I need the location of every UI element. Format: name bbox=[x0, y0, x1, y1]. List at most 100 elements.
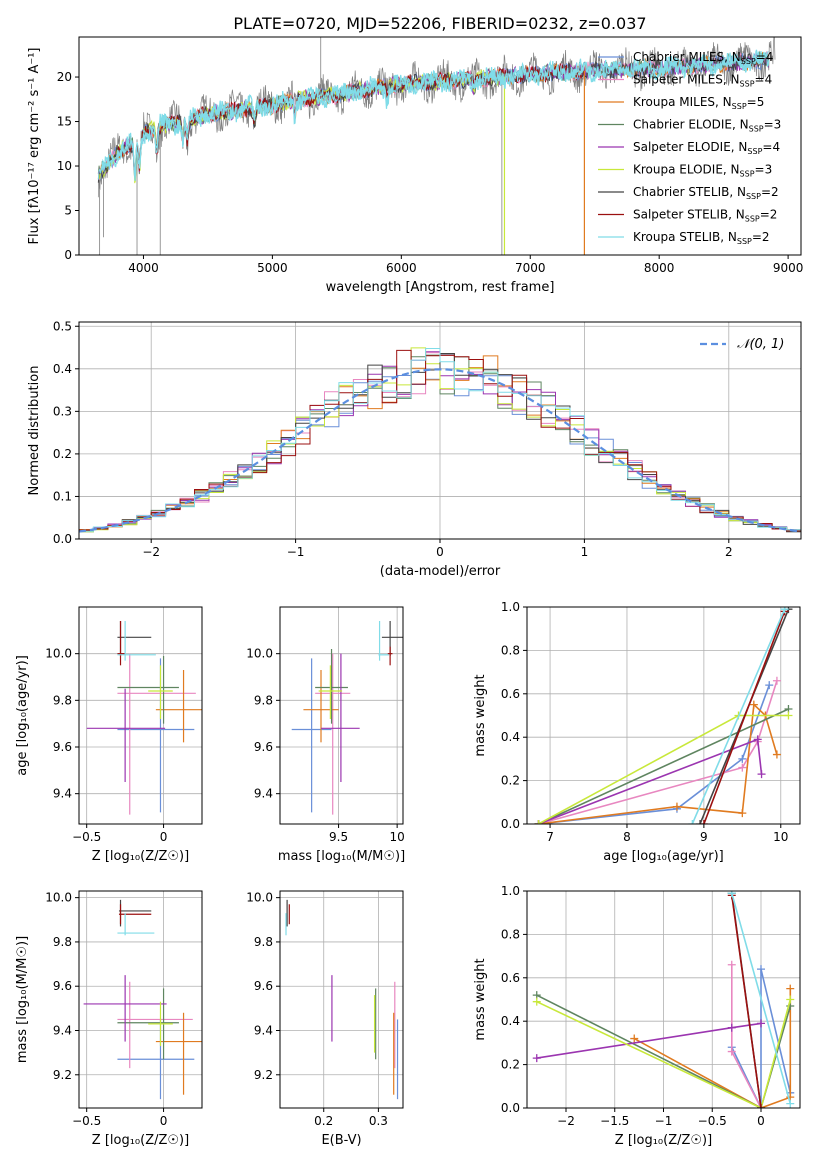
tick-label-y: 10.0 bbox=[45, 647, 72, 661]
tick-label-x: 6000 bbox=[386, 261, 417, 275]
axes-frame bbox=[279, 890, 404, 1109]
tick-label-y: 1.0 bbox=[501, 600, 520, 614]
weight-marker-kroupa_stelib bbox=[786, 1099, 795, 1108]
weight-marker-chabrier_miles bbox=[765, 681, 774, 690]
weight-marker-kroupa_stelib bbox=[727, 891, 736, 898]
weight-line-kroupa_elodie bbox=[536, 999, 792, 1108]
weight-marker-salpeter_miles bbox=[772, 676, 781, 685]
tick-label-x: −1 bbox=[655, 1114, 673, 1128]
weight-marker-salpeter_elodie bbox=[532, 1054, 541, 1063]
tick-label-y: 9.6 bbox=[254, 979, 273, 993]
tick-label-x: 0.2 bbox=[314, 1114, 333, 1128]
weight-line-chabrier_miles bbox=[538, 684, 770, 824]
tick-label-y: 0.8 bbox=[501, 643, 520, 657]
y-axis-label: Normed distribution bbox=[27, 366, 42, 496]
weight-marker-kroupa_elodie bbox=[534, 820, 543, 824]
tick-label-y: 0.5 bbox=[53, 319, 72, 333]
weight-marker-chabrier_miles bbox=[757, 965, 765, 974]
tick-label-y: 9.8 bbox=[53, 935, 72, 949]
weight-marker-kroupa_elodie bbox=[784, 711, 793, 720]
legend-label: Chabrier MILES, NSSP=4 bbox=[633, 50, 773, 66]
weight-marker-salpeter_stelib bbox=[699, 820, 708, 824]
tick-label-y: 9.6 bbox=[53, 979, 72, 993]
tick-label-y: 0.2 bbox=[501, 1058, 520, 1072]
x-axis-label: (data-model)/error bbox=[380, 564, 501, 579]
tick-label-y: 10.0 bbox=[246, 647, 273, 661]
weight-line-kroupa_stelib bbox=[691, 608, 786, 824]
weight-marker-chabrier_miles bbox=[738, 754, 747, 763]
histogram-kroupa_elodie bbox=[79, 347, 801, 533]
gaussian-curve bbox=[79, 368, 801, 533]
panel-spectrum: 4000 5000 6000 7000 8000 9000 0 5 10 15 20 waveleng… bbox=[27, 36, 804, 295]
tick-label-y: 10 bbox=[57, 159, 72, 173]
weight-marker-kroupa_miles bbox=[749, 700, 758, 709]
tick-label-y: 0.1 bbox=[53, 489, 72, 503]
tick-label-x: 0 bbox=[160, 1114, 168, 1128]
weight-line-salpeter_stelib bbox=[703, 611, 786, 824]
x-axis-label: Z [log₁₀(Z/Z☉)] bbox=[92, 849, 189, 864]
weight-marker-kroupa_stelib bbox=[780, 607, 789, 614]
weight-marker-salpeter_miles bbox=[738, 763, 747, 772]
axes-frame bbox=[279, 606, 404, 825]
tick-label-y: 9.2 bbox=[254, 1068, 273, 1082]
grid bbox=[280, 891, 403, 1108]
y-axis-label: Flux [fλ10⁻¹⁷ erg cm⁻² s⁻¹ A⁻¹] bbox=[27, 48, 42, 245]
legend-label: Salpeter MILES, NSSP=4 bbox=[633, 73, 772, 89]
tick-label-x: 10 bbox=[390, 830, 405, 844]
tick-label-x: −2 bbox=[557, 1114, 575, 1128]
weight-marker-salpeter_miles bbox=[727, 960, 736, 969]
tick-label-x: 7 bbox=[546, 830, 554, 844]
legend-label: Kroupa STELIB, NSSP=2 bbox=[633, 230, 770, 246]
y-axis-label: mass weight bbox=[473, 958, 488, 1040]
panel-massweight_vs_z: −2 −1.5 −1 −0.5 0 0.0 0.2 0.4 0.6 0.8 1.0 Z [log₁₀(… bbox=[473, 884, 801, 1148]
tick-label-x: 0 bbox=[436, 545, 444, 559]
tick-label-y: 0.0 bbox=[501, 817, 520, 831]
tick-label-x: 9000 bbox=[773, 261, 804, 275]
weight-marker-kroupa_miles bbox=[772, 750, 781, 759]
tick-label-y: 0.8 bbox=[501, 927, 520, 941]
tick-label-x: 9 bbox=[700, 830, 708, 844]
tick-label-y: 1.0 bbox=[501, 884, 520, 898]
tick-label-x: 8 bbox=[623, 830, 631, 844]
grid bbox=[527, 890, 800, 1109]
tick-label-x: −0.5 bbox=[698, 1114, 727, 1128]
plot-area bbox=[97, 37, 776, 255]
tick-label-y: 20 bbox=[57, 70, 72, 84]
weight-marker-kroupa_elodie bbox=[532, 997, 541, 1006]
weight-marker-salpeter_elodie bbox=[753, 735, 762, 744]
tick-label-x: −0.5 bbox=[72, 1114, 101, 1128]
legend-label-gaussian: 𝒩(0, 1) bbox=[737, 337, 784, 352]
model-spectrum-kroupa-stelib-top bbox=[101, 49, 770, 181]
weight-marker-salpeter_elodie bbox=[757, 1019, 765, 1028]
tick-label-x: 8000 bbox=[644, 261, 675, 275]
tick-label-y: 0.6 bbox=[501, 687, 520, 701]
plot-area bbox=[285, 899, 399, 1100]
tick-label-x: 9.5 bbox=[329, 830, 348, 844]
weight-line-chabrier_elodie bbox=[536, 994, 792, 1108]
tick-label-y: 0.2 bbox=[53, 447, 72, 461]
tick-label-x: 0 bbox=[160, 830, 168, 844]
tick-label-y: 0.4 bbox=[501, 730, 520, 744]
legend: Chabrier MILES, NSSP=4 Salpeter MILES, NS… bbox=[598, 50, 781, 246]
tick-label-y: 10.0 bbox=[246, 891, 273, 905]
tick-label-y: 9.8 bbox=[254, 935, 273, 949]
panel-age_vs_mass: 9.5 10 9.4 9.6 9.8 10.0 mass [log₁₀(M/M☉)] bbox=[246, 606, 405, 864]
plot-area bbox=[532, 891, 795, 1108]
legend-label: Kroupa ELODIE, NSSP=3 bbox=[633, 163, 772, 179]
weight-marker-kroupa_elodie bbox=[786, 995, 795, 1004]
weight-line-salpeter_stelib bbox=[731, 895, 762, 1108]
tick-label-y: 10.0 bbox=[45, 891, 72, 905]
tick-label-x: 4000 bbox=[128, 261, 159, 275]
tick-label-x: 0.3 bbox=[369, 1114, 388, 1128]
tick-label-y: 0.6 bbox=[501, 971, 520, 985]
panel-residuals: −2 −1 0 1 2 0.0 0.1 0.2 0.3 0.4 0.5 (data-model)/er… bbox=[27, 319, 802, 579]
weight-marker-salpeter_stelib bbox=[757, 1104, 765, 1108]
legend-label: Salpeter ELODIE, NSSP=4 bbox=[633, 140, 780, 156]
plot-area bbox=[534, 607, 793, 824]
legend-label: Chabrier ELODIE, NSSP=3 bbox=[633, 118, 781, 134]
panel-massweight_vs_age: 7 8 9 10 0.0 0.2 0.4 0.6 0.8 1.0 age [log₁₀(age/yr… bbox=[473, 600, 801, 864]
weight-marker-kroupa_stelib bbox=[688, 820, 697, 824]
tick-label-x: −2 bbox=[142, 545, 160, 559]
tick-label-x: 1 bbox=[581, 545, 589, 559]
plot-area bbox=[291, 621, 403, 815]
